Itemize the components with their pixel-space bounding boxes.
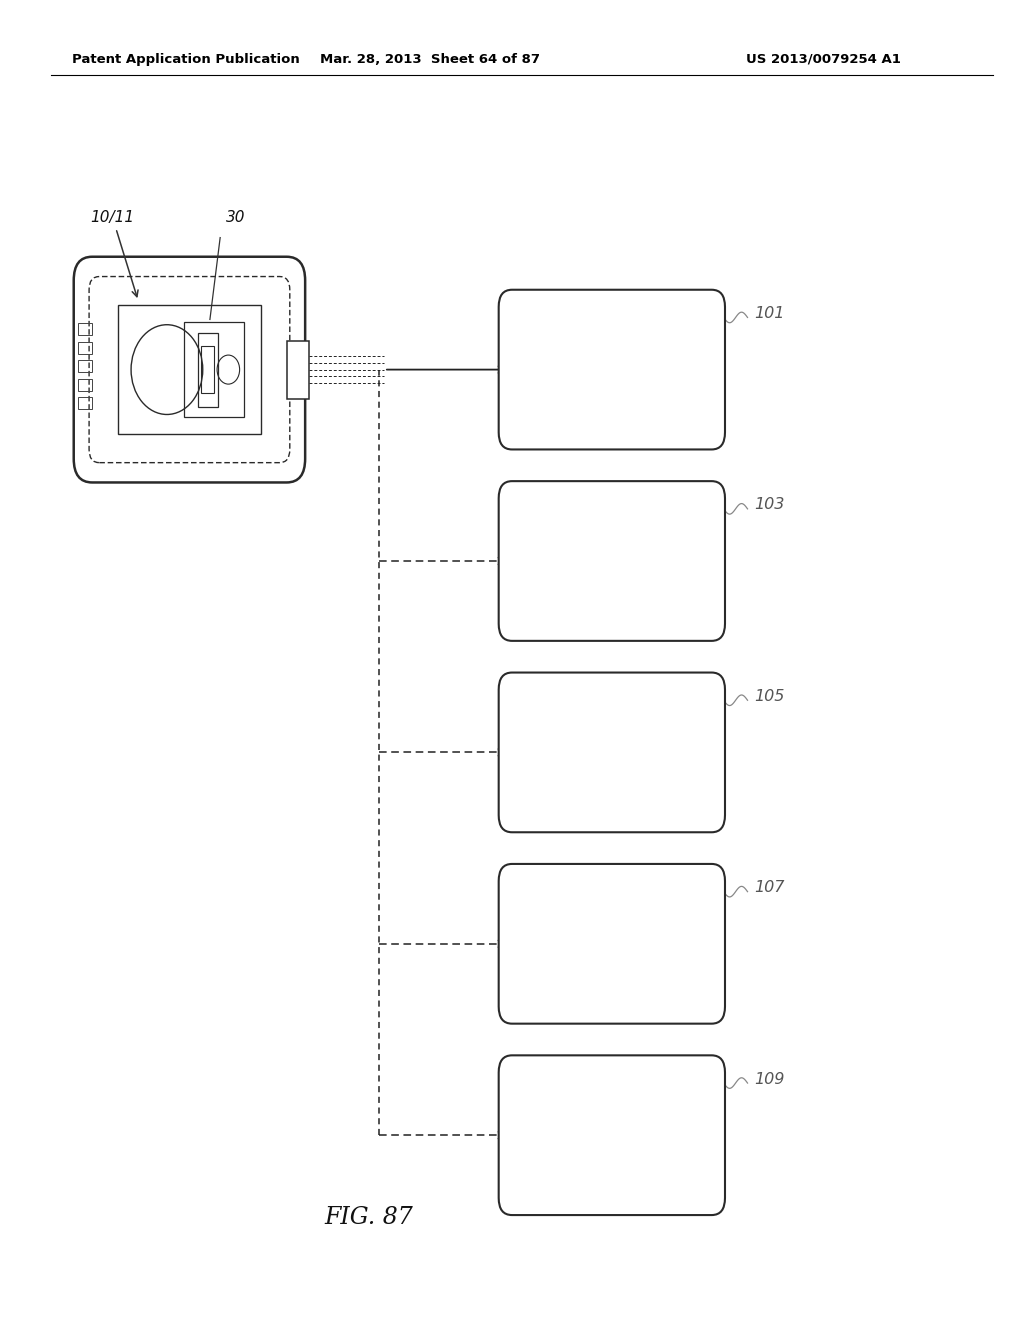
- Text: 10/11: 10/11: [90, 210, 138, 297]
- FancyBboxPatch shape: [499, 1056, 725, 1214]
- Bar: [78, 342, 92, 354]
- Text: Dedicated
reader: Dedicated reader: [570, 543, 653, 579]
- Bar: [78, 323, 92, 335]
- Text: FIG. 87: FIG. 87: [325, 1205, 413, 1229]
- Text: US 2013/0079254 A1: US 2013/0079254 A1: [746, 53, 901, 66]
- Bar: [287, 341, 309, 399]
- Text: Mar. 28, 2013  Sheet 64 of 87: Mar. 28, 2013 Sheet 64 of 87: [321, 53, 540, 66]
- Bar: [198, 333, 218, 407]
- Text: 103: 103: [755, 498, 785, 512]
- Bar: [184, 322, 244, 417]
- Text: Tablet
computer: Tablet computer: [573, 1117, 650, 1154]
- Bar: [78, 360, 92, 372]
- Text: 101: 101: [755, 306, 785, 321]
- Bar: [201, 346, 214, 393]
- Bar: [78, 379, 92, 391]
- FancyBboxPatch shape: [499, 482, 725, 642]
- Text: 107: 107: [755, 880, 785, 895]
- Text: 30: 30: [225, 210, 246, 226]
- Text: Ebook
reader: Ebook reader: [586, 925, 638, 962]
- Text: Desktop
computer: Desktop computer: [573, 734, 650, 771]
- Bar: [78, 397, 92, 409]
- Text: 105: 105: [755, 689, 785, 704]
- Text: 109: 109: [755, 1072, 785, 1086]
- Bar: [118, 305, 261, 434]
- FancyBboxPatch shape: [499, 290, 725, 449]
- Text: Laptop/
notebook: Laptop/ notebook: [574, 351, 649, 388]
- FancyBboxPatch shape: [499, 672, 725, 833]
- FancyBboxPatch shape: [74, 256, 305, 483]
- Text: Patent Application Publication: Patent Application Publication: [72, 53, 299, 66]
- FancyBboxPatch shape: [499, 865, 725, 1024]
